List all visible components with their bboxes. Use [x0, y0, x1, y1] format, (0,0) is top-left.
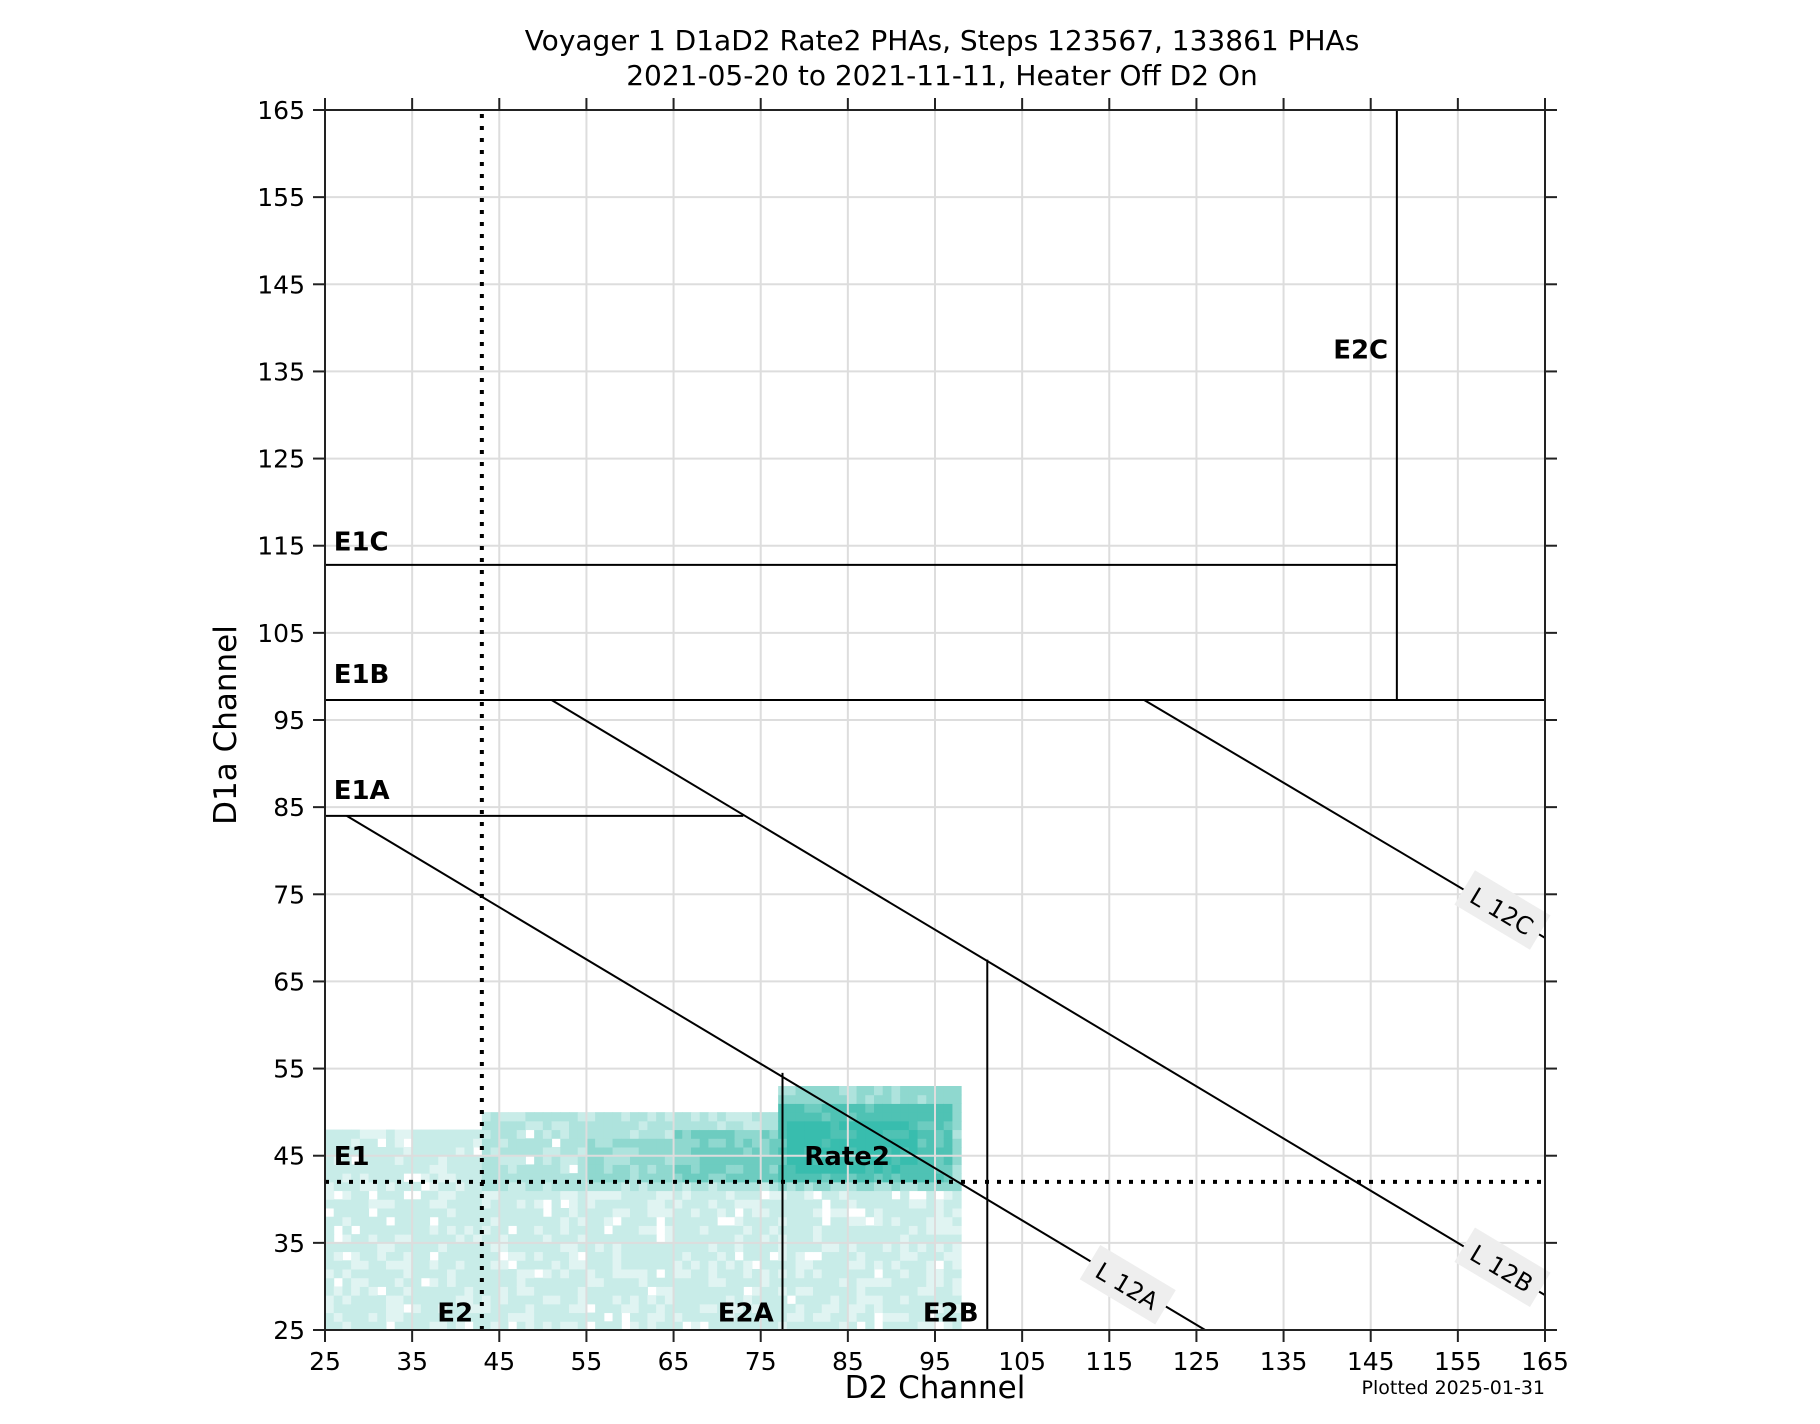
x-tick-label: 35 [396, 1347, 428, 1376]
y-tick-label: 35 [273, 1229, 305, 1258]
label-e1b: E1B [334, 660, 390, 690]
x-tick-label: 25 [309, 1347, 341, 1376]
y-tick-label: 135 [257, 357, 305, 386]
y-tick-label: 85 [273, 793, 305, 822]
x-tick-label: 65 [658, 1347, 690, 1376]
y-axis-label: D1a Channel [208, 625, 244, 825]
label-e2b: E2B [923, 1299, 979, 1329]
x-axis-label: D2 Channel [845, 1370, 1026, 1406]
x-tick-label: 95 [919, 1347, 951, 1376]
plotted-date: Plotted 2025-01-31 [1362, 1377, 1545, 1399]
x-tick-label: 45 [483, 1347, 515, 1376]
label-e2a: E2A [718, 1299, 774, 1329]
y-tick-label: 75 [273, 880, 305, 909]
y-tick-label: 165 [257, 96, 305, 125]
y-tick-label: 105 [257, 619, 305, 648]
y-tick-label: 95 [273, 706, 305, 735]
density-heatmap [325, 1086, 962, 1331]
x-tick-label: 125 [1173, 1347, 1221, 1376]
boundary-l12a [346, 814, 1206, 1331]
label-e1a: E1A [334, 776, 390, 806]
boundary-l12b [551, 699, 1546, 1297]
chart-title: Voyager 1 D1aD2 Rate2 PHAs, Steps 123567… [525, 24, 1360, 57]
x-tick-label: 135 [1260, 1347, 1308, 1376]
label-e1c: E1C [334, 527, 389, 557]
label-e2c: E2C [1333, 336, 1388, 366]
x-tick-label: 115 [1085, 1347, 1133, 1376]
y-tick-label: 125 [257, 445, 305, 474]
x-tick-label: 85 [832, 1347, 864, 1376]
x-tick-label: 105 [998, 1347, 1046, 1376]
x-tick-label: 155 [1434, 1347, 1482, 1376]
label-e2: E2 [437, 1299, 473, 1329]
x-axis-ticks: 25 35 45 55 65 75 85 95 105 115 125 135 145 155 165 [309, 98, 1569, 1376]
x-tick-label: 55 [571, 1347, 603, 1376]
y-tick-label: 45 [273, 1142, 305, 1171]
x-tick-label: 165 [1521, 1347, 1569, 1376]
y-tick-label: 115 [257, 532, 305, 561]
y-axis-ticks: 25 35 45 55 65 75 85 95 105 115 125 135 145 155 165 [257, 96, 1557, 1345]
boundary-lines [325, 110, 1546, 1331]
y-tick-label: 145 [257, 270, 305, 299]
y-tick-label: 55 [273, 1055, 305, 1084]
chart-subtitle: 2021-05-20 to 2021-11-11, Heater Off D2 … [626, 59, 1258, 92]
x-tick-label: 145 [1347, 1347, 1395, 1376]
y-tick-label: 155 [257, 183, 305, 212]
label-e1: E1 [334, 1142, 370, 1172]
label-rate2: Rate2 [804, 1142, 890, 1172]
y-tick-label: 65 [273, 967, 305, 996]
x-tick-label: 75 [745, 1347, 777, 1376]
y-tick-label: 25 [273, 1316, 305, 1345]
